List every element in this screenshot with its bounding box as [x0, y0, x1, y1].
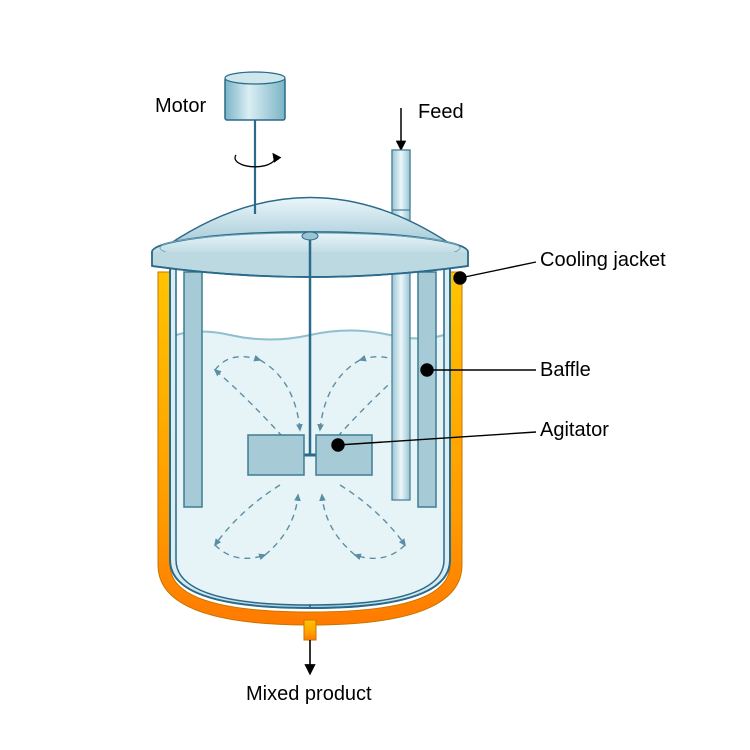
label-cooling-jacket: Cooling jacket — [540, 249, 666, 271]
label-feed: Feed — [418, 101, 464, 123]
reactor-diagram: Motor Feed Cooling jacket Baffle Agitato… — [0, 0, 750, 750]
label-mixed-product: Mixed product — [246, 683, 372, 705]
label-agitator: Agitator — [540, 419, 609, 441]
label-baffle: Baffle — [540, 359, 591, 381]
label-motor: Motor — [155, 95, 206, 117]
